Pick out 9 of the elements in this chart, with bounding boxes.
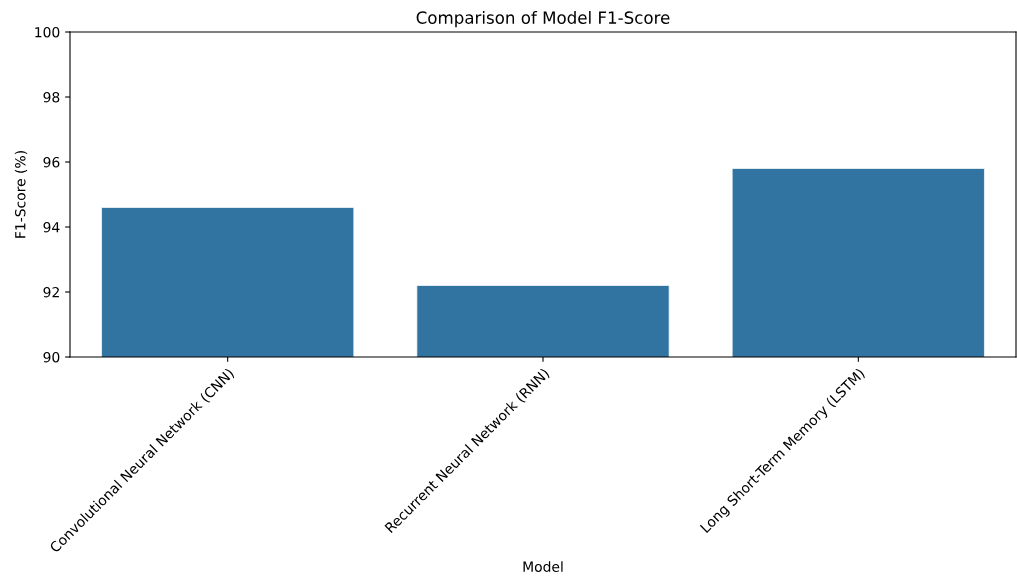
y-tick-label: 96 (43, 156, 60, 168)
chart-title: Comparison of Model F1-Score (416, 11, 670, 28)
y-tick-label: 100 (35, 26, 60, 38)
y-tick-label: 98 (43, 91, 60, 103)
y-tick-label: 94 (43, 221, 60, 233)
y-tick-label: 90 (43, 351, 60, 363)
y-tick-label: 92 (43, 286, 59, 298)
x-axis-title: Model (523, 561, 563, 572)
y-axis-title: F1-Score (%) (14, 151, 28, 238)
